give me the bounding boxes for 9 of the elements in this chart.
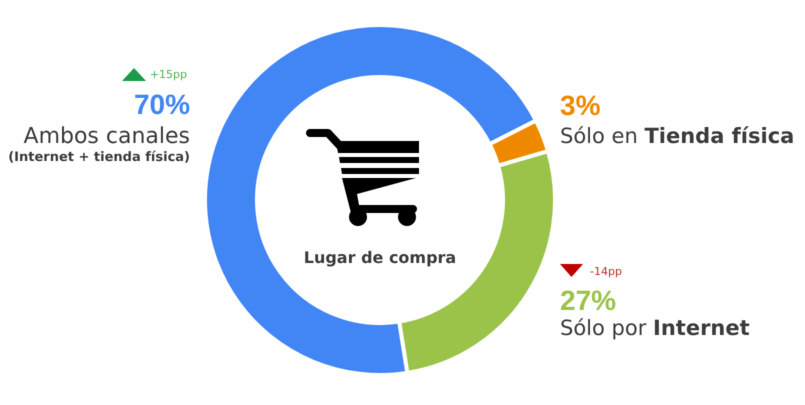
slice-label: Sólo por Internet — [560, 316, 750, 340]
text: -14pp — [590, 265, 622, 278]
slice-label: Sólo en Tienda física — [560, 124, 794, 148]
data-label: 70% — [134, 89, 190, 120]
text: +15pp — [150, 68, 188, 81]
data-label: 27% — [560, 285, 616, 316]
data-label: 3% — [560, 90, 601, 121]
slice-label: Ambos canales (Internet + tienda física) — [8, 124, 190, 165]
text: Lugar de compra — [304, 248, 456, 267]
